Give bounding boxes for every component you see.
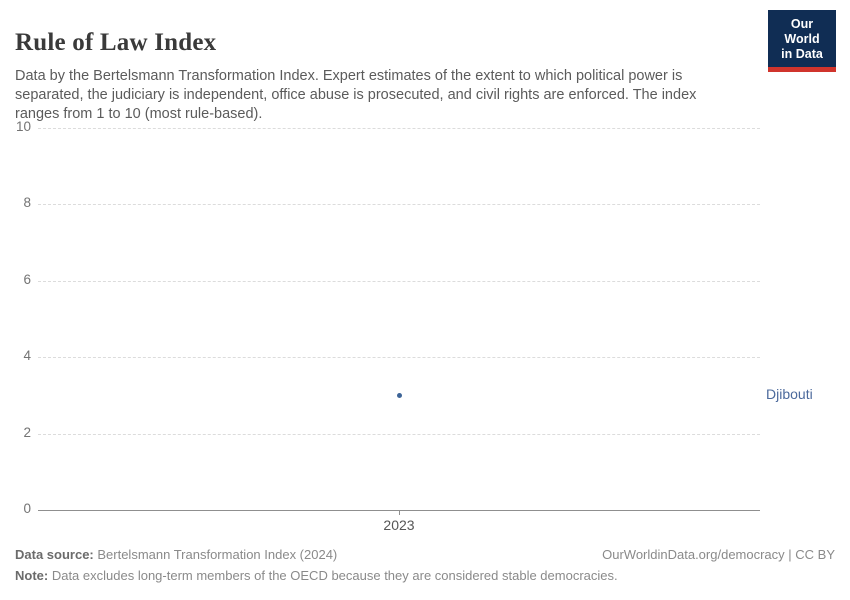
chart-footer: Data source: Bertelsmann Transformation …	[15, 547, 835, 583]
owid-logo-line2: in Data	[781, 47, 823, 61]
y-tick-label: 6	[23, 271, 31, 287]
y-tick-label: 4	[23, 348, 31, 363]
credit-text: OurWorldinData.org/democracy | CC BY	[602, 547, 835, 562]
y-tick-label: 2	[23, 424, 31, 440]
owid-logo-line1: Our World	[784, 17, 820, 46]
footer-note-row: Note: Data excludes long-term members of…	[15, 568, 835, 583]
y-gridline	[38, 357, 760, 358]
y-gridline	[38, 433, 760, 435]
y-tick-label: 0	[23, 501, 31, 516]
entity-label: Djibouti	[766, 386, 813, 403]
data-source-label: Data source:	[15, 547, 94, 562]
y-gridline	[38, 127, 760, 129]
data-source-text: Data source: Bertelsmann Transformation …	[15, 547, 337, 562]
y-tick-label: 8	[23, 195, 31, 210]
footer-source-row: Data source: Bertelsmann Transformation …	[15, 547, 835, 562]
note-label: Note:	[15, 568, 49, 583]
data-point	[396, 392, 402, 398]
x-tick-mark	[399, 510, 400, 515]
owid-logo: Our World in Data	[768, 10, 836, 72]
chart-title: Rule of Law Index	[15, 28, 217, 56]
x-tick-label: 2023	[383, 517, 415, 533]
y-gridline	[38, 280, 760, 282]
y-tick-label: 10	[15, 118, 31, 134]
note-value: Data excludes long-term members of the O…	[48, 568, 618, 583]
data-source-value: Bertelsmann Transformation Index (2024)	[93, 547, 338, 562]
y-gridline	[38, 204, 760, 205]
chart-subtitle: Data by the Bertelsmann Transformation I…	[15, 67, 697, 122]
